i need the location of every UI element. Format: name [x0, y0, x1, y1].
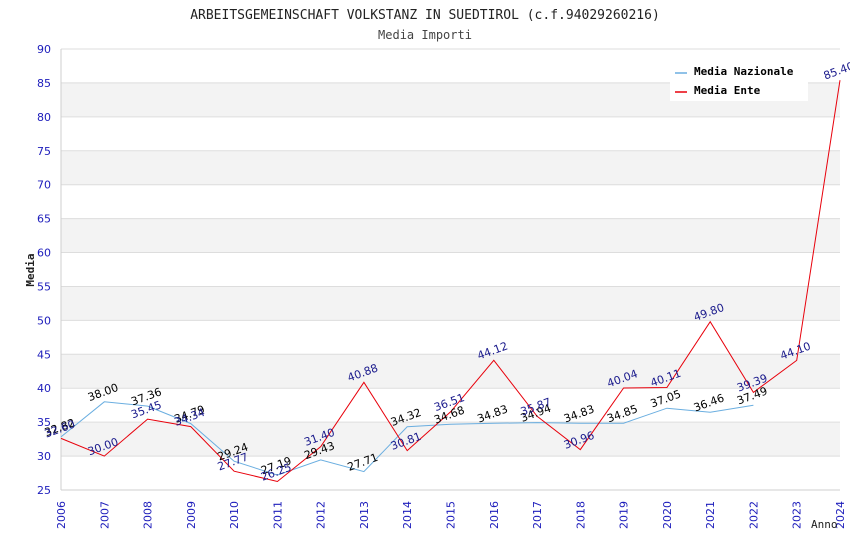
tick-labels: 25 30 35 40 45 50 55 60 65 70 75 80 85 90 2006 2007 2008…	[37, 43, 847, 529]
x-tick-label: 2024	[834, 501, 847, 529]
y-tick-label: 70	[37, 179, 51, 192]
y-tick-label: 65	[37, 213, 51, 226]
x-tick-label: 2015	[445, 501, 458, 529]
grid-lines	[61, 48, 840, 491]
plot-band	[61, 422, 840, 457]
x-tick-label: 2006	[55, 501, 68, 529]
series-lines	[60, 80, 841, 483]
chart-subtitle: Media Importi	[378, 28, 472, 42]
y-tick-label: 80	[37, 111, 51, 124]
plot-band	[61, 150, 840, 185]
x-tick-label: 2007	[98, 501, 111, 529]
y-tick-label: 45	[37, 348, 51, 361]
plot-band	[61, 320, 840, 355]
y-tick-label: 90	[37, 43, 51, 56]
plot-band	[61, 252, 840, 287]
plot-band	[61, 388, 840, 423]
plot-band	[61, 456, 840, 490]
x-tick-label: 2014	[401, 501, 414, 529]
legend-label-media-ente: Media Ente	[694, 84, 761, 97]
plot-band	[61, 116, 840, 151]
axes	[60, 49, 840, 491]
series-line-media-nazionale	[60, 401, 754, 476]
x-tick-label: 2023	[791, 501, 804, 529]
plot-band	[61, 354, 840, 389]
x-tick-label: 2016	[488, 501, 501, 529]
y-tick-label: 25	[37, 484, 51, 497]
y-tick-label: 55	[37, 280, 51, 293]
y-tick-label: 30	[37, 450, 51, 463]
y-tick-label: 85	[37, 77, 51, 90]
x-tick-label: 2008	[142, 501, 155, 529]
legend-label-media-nazionale: Media Nazionale	[694, 65, 794, 78]
chart-title: ARBEITSGEMEINSCHAFT VOLKSTANZ IN SUEDTIR…	[190, 8, 660, 23]
legend-box	[670, 61, 808, 101]
y-tick-label: 35	[37, 416, 51, 429]
series-line-media-ente	[60, 80, 841, 483]
x-tick-label: 2010	[228, 501, 241, 529]
y-tick-label: 60	[37, 247, 51, 260]
x-tick-label: 2021	[704, 501, 717, 529]
y-tick-label: 50	[37, 314, 51, 327]
y-tick-label: 75	[37, 145, 51, 158]
x-tick-label: 2009	[185, 501, 198, 529]
x-tick-label: 2018	[574, 501, 587, 529]
legend: Media Nazionale Media Ente	[670, 61, 808, 101]
x-tick-label: 2011	[271, 501, 284, 529]
x-tick-label: 2022	[747, 501, 760, 529]
x-tick-label: 2017	[531, 501, 544, 529]
y-tick-label: 40	[37, 382, 51, 395]
plot-band	[61, 218, 840, 253]
x-tick-label: 2019	[618, 501, 631, 529]
x-tick-label: 2013	[358, 501, 371, 529]
plot-band	[61, 184, 840, 219]
y-axis-label: Media	[24, 253, 37, 286]
x-axis-label: Anno	[811, 518, 838, 531]
x-tick-label: 2020	[661, 501, 674, 529]
plot-band	[61, 286, 840, 321]
x-tick-label: 2012	[315, 501, 328, 529]
